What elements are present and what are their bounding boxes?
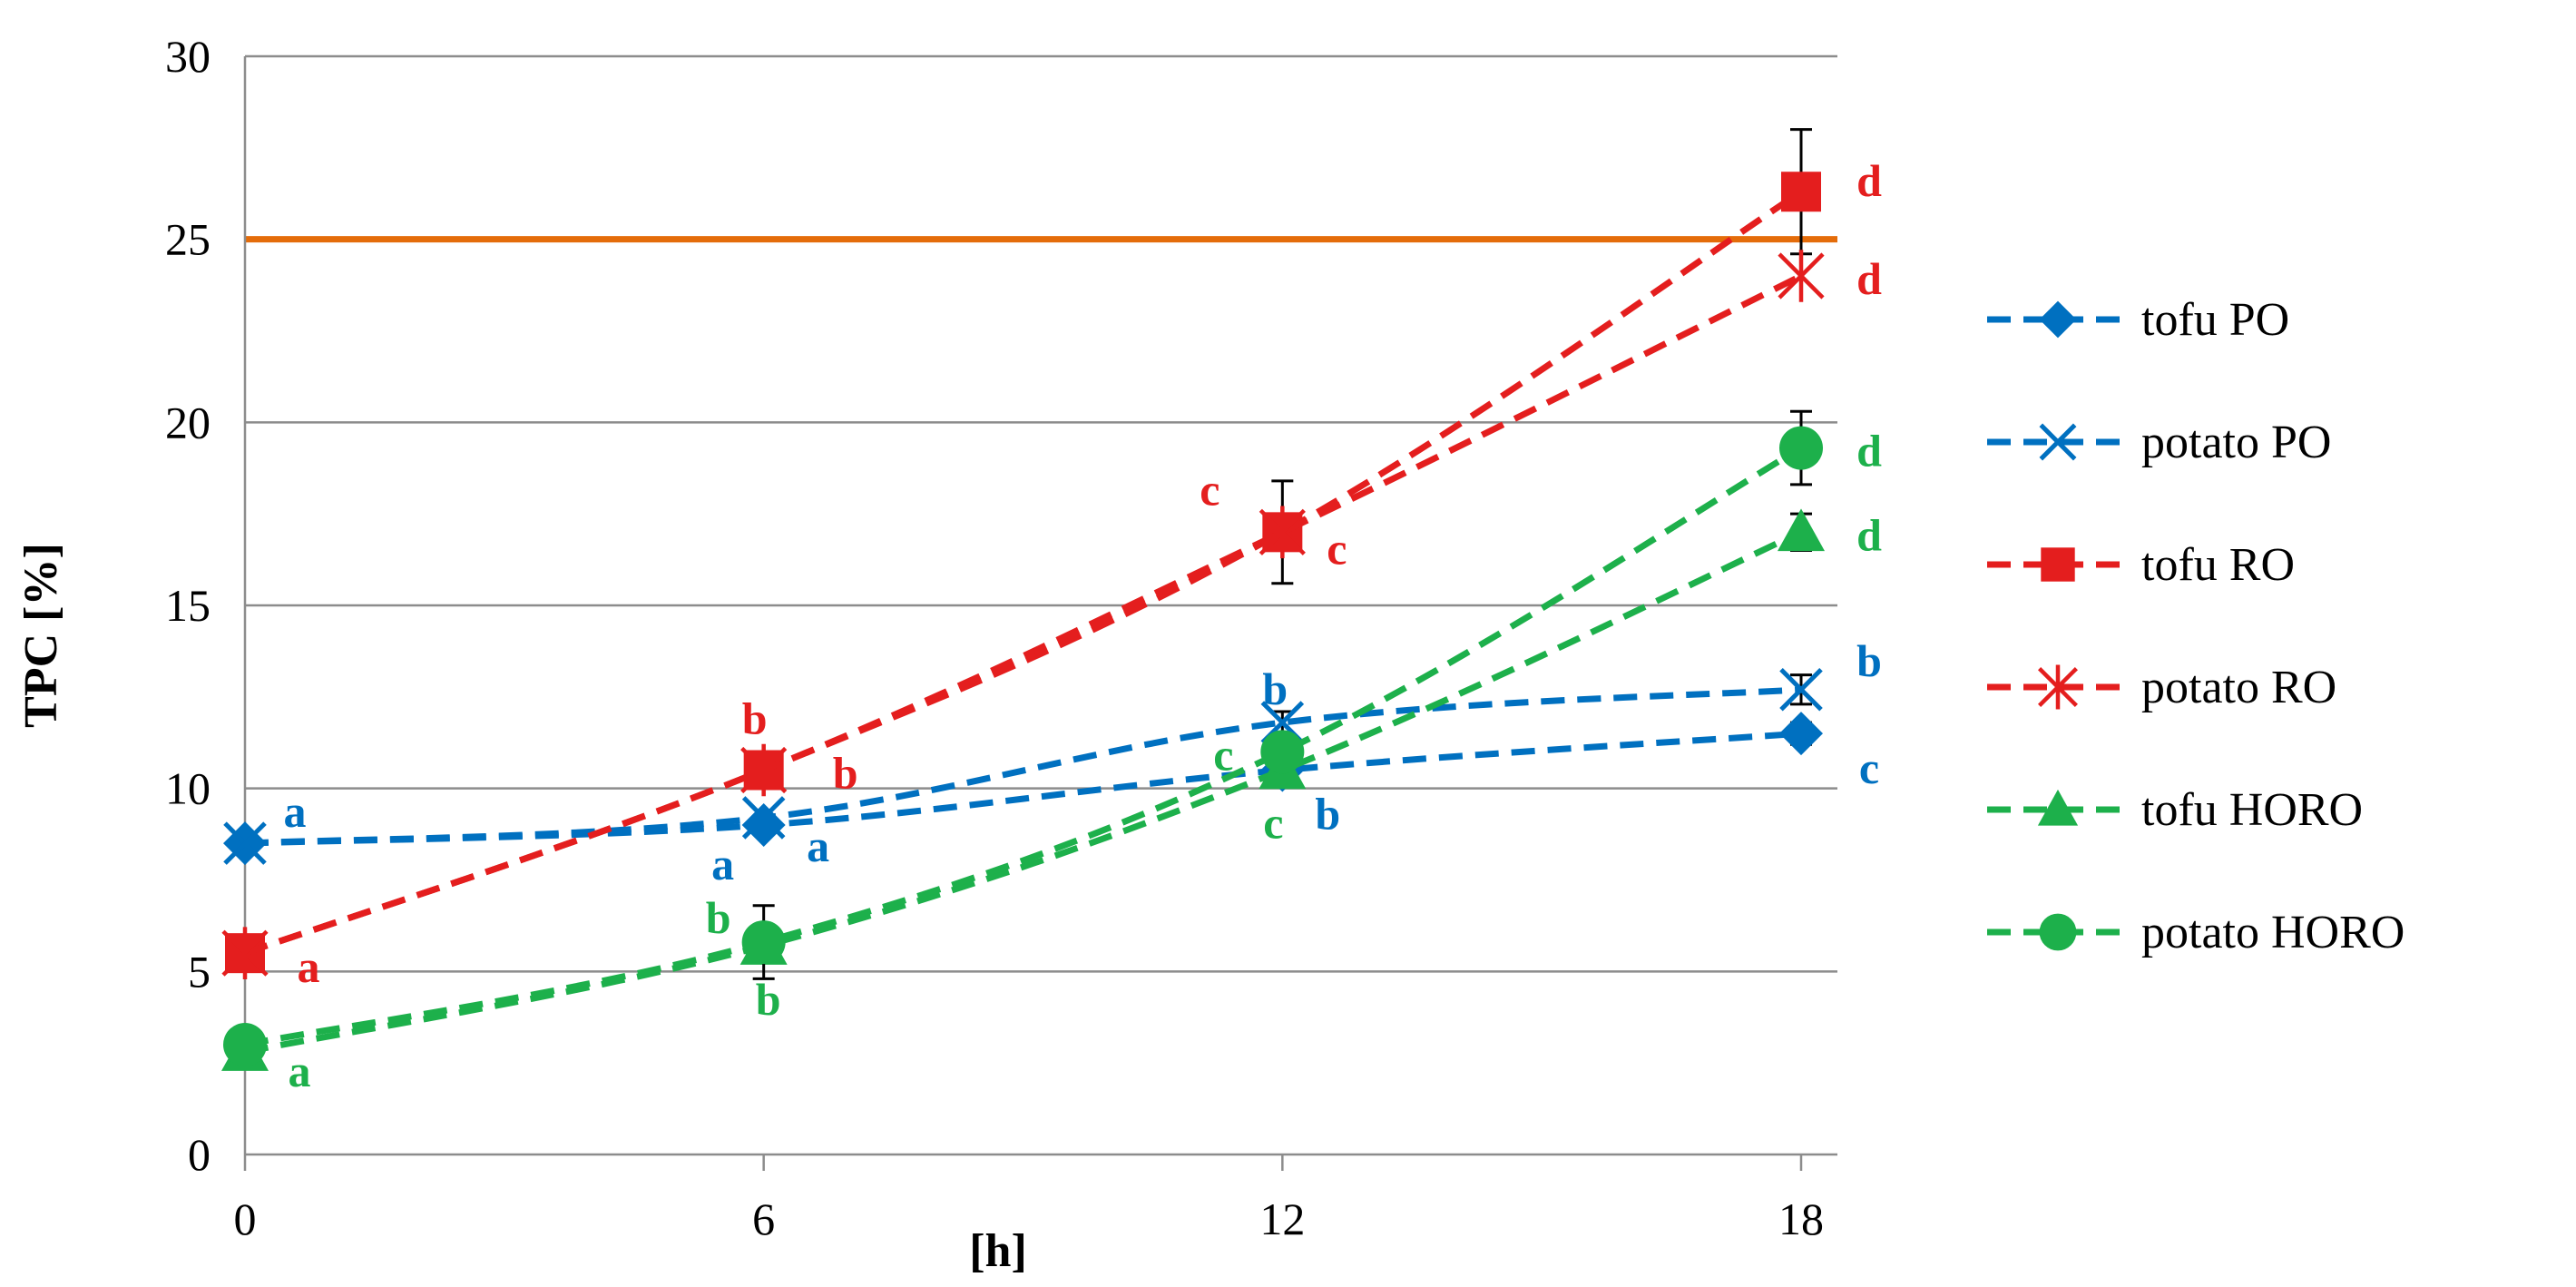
data-point [741, 920, 786, 965]
data-point [1779, 667, 1823, 712]
y-tick-label: 20 [165, 397, 211, 447]
data-point [1781, 172, 1821, 212]
axes: 0 5 10 15 20 25 30 0 6 12 18 [165, 31, 1837, 1244]
series-tofu-horo [221, 508, 1825, 1071]
series-line [243, 189, 1803, 957]
data-point [741, 796, 786, 840]
significance-letter: a [284, 786, 307, 837]
legend-marker [2038, 664, 2078, 710]
x-tick-label: 6 [752, 1194, 775, 1244]
significance-letter: c [1213, 730, 1233, 781]
significance-letter: b [756, 974, 781, 1025]
data-point [1260, 730, 1305, 774]
series-line [244, 445, 1803, 1048]
x-tick-label: 18 [1778, 1194, 1824, 1244]
significance-letter: c [1263, 798, 1283, 849]
y-tick-label: 15 [165, 580, 211, 631]
data-point [1779, 426, 1823, 470]
significance-letter: d [1856, 509, 1882, 560]
y-tick-label: 30 [165, 31, 211, 82]
legend-label: potato RO [2141, 662, 2336, 713]
significance-letter: b [1315, 789, 1340, 840]
y-tick-label: 5 [188, 946, 211, 997]
data-point [223, 1023, 267, 1066]
legend-item: tofu RO [1987, 539, 2295, 591]
significance-letter: c [1327, 523, 1347, 574]
data-point [1779, 712, 1823, 756]
legend-item: tofu HORO [1987, 784, 2363, 836]
series-potato-ro [221, 250, 1825, 979]
y-axis-title: TPC [%] [15, 543, 67, 728]
legend-item: tofu PO [1987, 294, 2289, 346]
series-potato-horo [223, 409, 1823, 1066]
legend-item: potato RO [1987, 662, 2336, 713]
legend: tofu PO potato PO tofu RO potato RO tofu HOR… [1987, 294, 2405, 958]
y-tick-label: 25 [165, 214, 211, 265]
data-point [221, 927, 269, 979]
legend-marker [2039, 913, 2077, 951]
legend-item: potato PO [1987, 417, 2331, 468]
significance-letter: a [289, 1046, 311, 1096]
data-point [741, 803, 786, 847]
significance-letter: b [833, 748, 858, 799]
significance-letter: d [1856, 426, 1882, 476]
significance-letter: a [807, 820, 829, 871]
significance-letter: b [1856, 635, 1882, 686]
significance-letter: b [1262, 663, 1288, 714]
series-potato-po [223, 667, 1823, 865]
legend-label: potato PO [2141, 417, 2331, 468]
legend-marker [2041, 547, 2075, 582]
x-tick-label: 12 [1259, 1194, 1305, 1244]
data-point [223, 821, 267, 865]
data-point [1259, 506, 1306, 559]
significance-letter: c [1200, 464, 1219, 515]
series-line [244, 686, 1802, 847]
significance-letter: c [1859, 742, 1879, 793]
y-tick-label: 0 [188, 1129, 211, 1180]
data-point [1778, 508, 1825, 552]
series-tofu-ro [225, 128, 1821, 974]
data-point [1778, 250, 1825, 302]
y-tick-label: 10 [165, 763, 211, 814]
significance-letter: a [711, 839, 734, 889]
series-line [243, 272, 1803, 957]
significance-letter: d [1856, 253, 1882, 304]
series-line [244, 529, 1803, 1056]
legend-item: potato HORO [1987, 907, 2405, 958]
legend-label: tofu PO [2141, 294, 2289, 346]
series-layer [221, 128, 1825, 1071]
legend-marker [2039, 300, 2077, 339]
data-point [740, 743, 788, 797]
significance-letter: b [742, 693, 768, 744]
significance-letter: d [1856, 155, 1882, 206]
significance-letter: b [706, 892, 731, 943]
x-axis-title: [h] [969, 1225, 1027, 1277]
significance-letter: a [298, 941, 320, 992]
x-tick-label: 0 [234, 1194, 257, 1244]
legend-label: tofu HORO [2141, 784, 2363, 836]
legend-label: potato HORO [2141, 907, 2405, 958]
legend-marker [2039, 423, 2077, 461]
legend-label: tofu RO [2141, 539, 2295, 591]
legend-marker [2037, 789, 2079, 826]
